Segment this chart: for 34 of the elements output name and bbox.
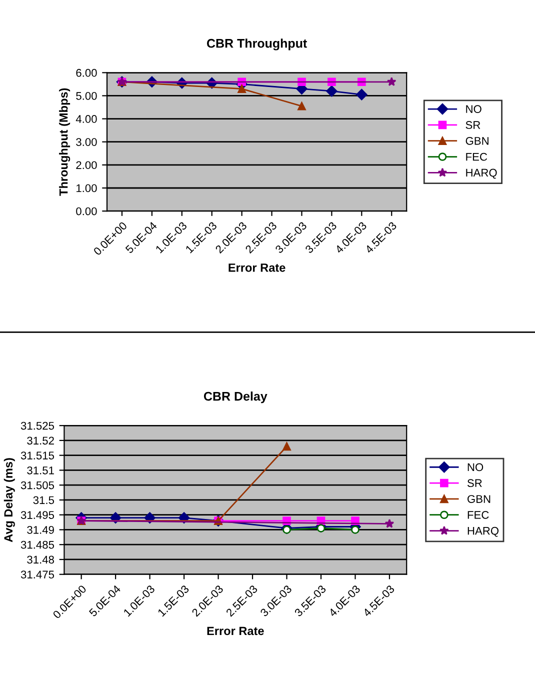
y-tick-label: 4.00 bbox=[76, 115, 97, 123]
legend-label: SR bbox=[466, 121, 480, 129]
x-axis-title: Error Rate bbox=[228, 264, 286, 272]
y-tick-label: 3.00 bbox=[76, 138, 97, 146]
legend-label: NO bbox=[468, 463, 484, 472]
y-tick-label: 1.00 bbox=[76, 184, 97, 192]
y-tick-label: 31.485 bbox=[20, 540, 54, 549]
chart-title: CBR Throughput bbox=[206, 38, 307, 50]
y-axis-title: Avg Delay (ms) bbox=[4, 458, 15, 542]
x-axis-title: Error Rate bbox=[207, 626, 264, 636]
y-axis-title: Throughput (Mbps) bbox=[59, 88, 70, 196]
y-tick-label: 6.00 bbox=[76, 68, 97, 77]
y-tick-label: 31.505 bbox=[20, 481, 54, 490]
legend-label: HARQ bbox=[468, 526, 499, 537]
y-tick-label: 31.51 bbox=[27, 466, 54, 474]
y-tick-label: 31.495 bbox=[20, 511, 54, 519]
y-tick-label: 31.515 bbox=[20, 452, 54, 460]
legend-label: SR bbox=[467, 479, 482, 488]
y-tick-label: 0.00 bbox=[76, 207, 97, 216]
y-tick-label: 5.00 bbox=[76, 92, 97, 100]
legend-label: GBN bbox=[466, 136, 488, 145]
y-tick-label: 2.00 bbox=[76, 161, 97, 170]
y-tick-label: 31.52 bbox=[27, 436, 54, 445]
chart-title: CBR Delay bbox=[204, 392, 268, 404]
legend-label: NO bbox=[466, 105, 482, 114]
y-tick-label: 31.525 bbox=[20, 422, 54, 430]
y-tick-label: 31.475 bbox=[20, 570, 54, 578]
y-tick-label: 31.5 bbox=[33, 496, 54, 504]
y-tick-label: 31.48 bbox=[27, 556, 54, 564]
legend-label: FEC bbox=[466, 152, 488, 161]
y-tick-label: 31.49 bbox=[27, 526, 54, 534]
legend-label: GBN bbox=[468, 495, 490, 503]
legend-label: HARQ bbox=[466, 168, 497, 179]
legend-label: FEC bbox=[468, 511, 489, 519]
